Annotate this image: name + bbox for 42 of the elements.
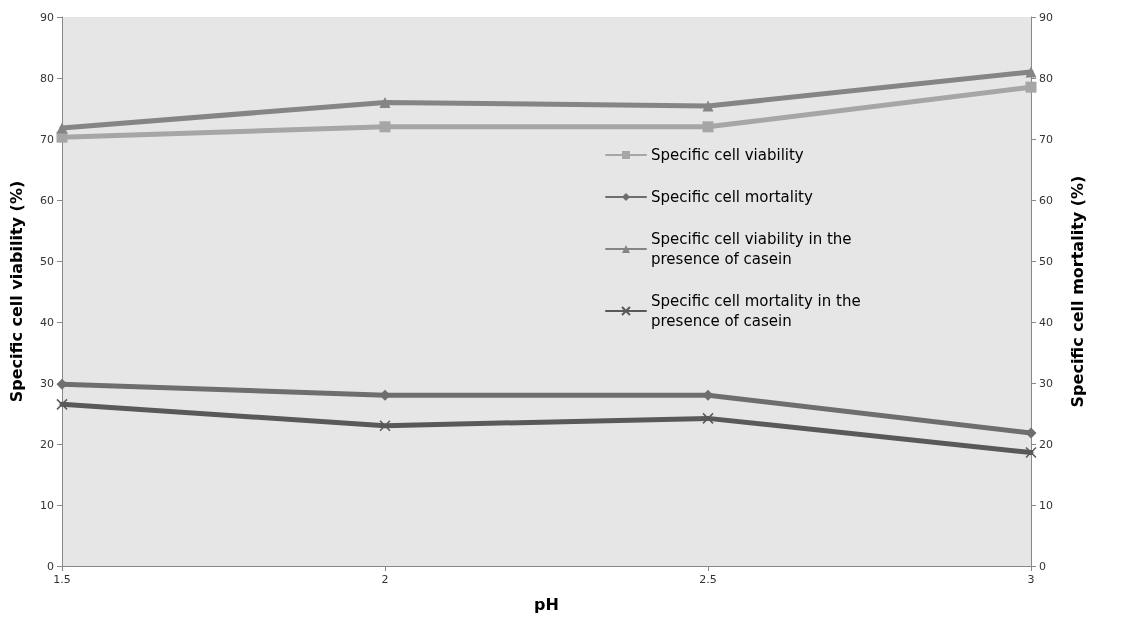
y2-tick-label: 0 (1039, 559, 1046, 573)
y2-tick-label: 10 (1039, 498, 1053, 512)
x-axis-title: pH (534, 594, 559, 614)
y-tick-label: 50 (40, 254, 54, 268)
y2-tick-label: 80 (1039, 71, 1053, 85)
point (1025, 66, 1037, 78)
y-tick-label: 90 (40, 10, 54, 24)
y-axis-title: Specific cell viability (%) (6, 180, 26, 403)
y-tick-label: 40 (40, 315, 54, 329)
x-tick-label: 3 (1027, 573, 1035, 586)
y2-axis-title: Specific cell mortality (%) (1067, 175, 1087, 408)
y2-tick-label: 50 (1039, 254, 1053, 268)
point (702, 412, 714, 425)
legend-label: Specific cell mortality (651, 188, 813, 206)
point (56, 122, 68, 134)
y-tick-label: 10 (40, 498, 54, 512)
y-tick-label: 20 (40, 437, 54, 451)
y-tick-label: 80 (40, 71, 54, 85)
legend-label: Specific cell mortality in the presence of casein (651, 292, 866, 330)
point (379, 96, 391, 108)
y-tick-label: 70 (40, 132, 54, 146)
y2-tick-label: 30 (1039, 376, 1053, 390)
y-tick-label: 60 (40, 193, 54, 207)
y2-tick-label: 20 (1039, 437, 1053, 451)
x-tick-label: 2 (381, 573, 389, 586)
point (1025, 81, 1037, 93)
y2-tick-label: 40 (1039, 315, 1053, 329)
x-tick-label: 2.5 (699, 573, 717, 586)
point (702, 121, 714, 133)
point (1025, 446, 1037, 459)
point (702, 100, 714, 112)
point (379, 121, 391, 133)
x-tick-label: 1.5 (53, 573, 71, 586)
y2-tick-label: 90 (1039, 10, 1053, 24)
y2-tick-label: 70 (1039, 132, 1053, 146)
legend-label: Specific cell viability (651, 146, 804, 164)
y2-tick-label: 60 (1039, 193, 1053, 207)
legend-label: Specific cell viability in the presence of casein (651, 230, 857, 268)
point (379, 419, 391, 432)
y-tick-label: 30 (40, 376, 54, 390)
point (56, 398, 68, 411)
y-tick-label: 0 (47, 559, 54, 573)
